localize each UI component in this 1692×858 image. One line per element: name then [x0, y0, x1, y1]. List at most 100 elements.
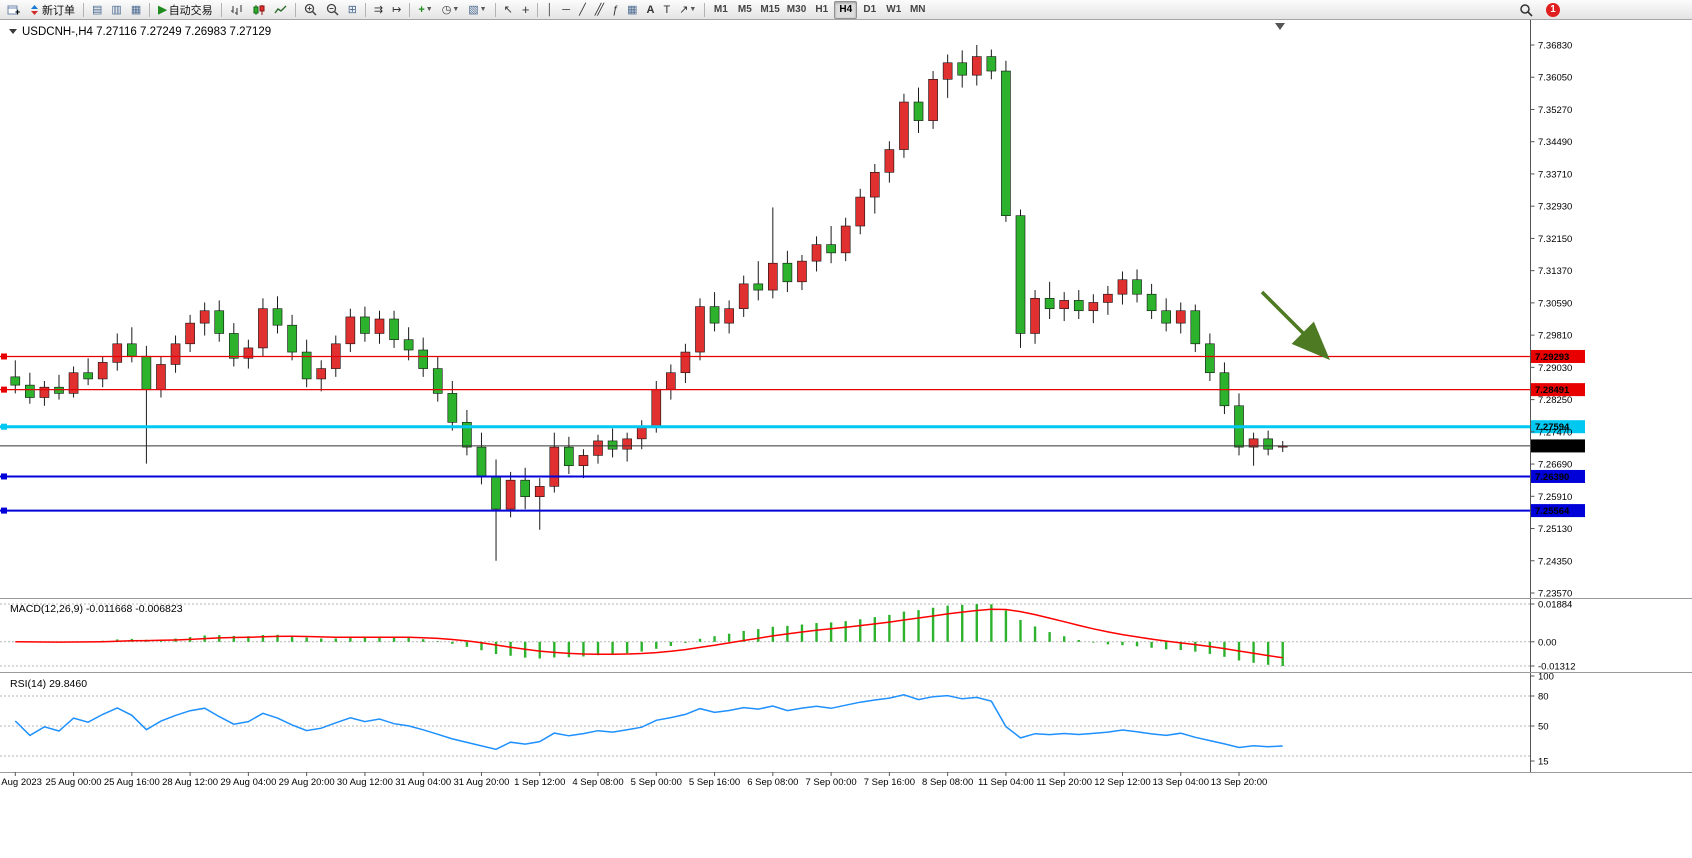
trend-arrow-annotation[interactable]	[1260, 290, 1330, 360]
zoom-in-button[interactable]	[300, 1, 321, 19]
candlestick-layer	[10, 45, 1288, 561]
time-axis-label: 25 Aug 16:00	[104, 777, 160, 788]
auto-scroll-button[interactable]: ⇉	[370, 1, 387, 19]
price-axis-label: 7.32150	[1538, 234, 1572, 245]
resistance-line-1-handle[interactable]	[1, 353, 7, 360]
candle-body	[228, 333, 239, 359]
candle-body	[695, 306, 705, 353]
candle-body	[1103, 293, 1113, 303]
candle-body	[1146, 293, 1157, 312]
timeframe-m30-button[interactable]: M30	[786, 4, 807, 15]
autotrading-button[interactable]: ▶ 自动交易	[154, 1, 216, 19]
candle-body	[971, 56, 982, 76]
periods-button[interactable]: ◷ ▼	[438, 1, 464, 19]
bar-chart-button[interactable]	[226, 1, 247, 19]
resistance-line-2-handle[interactable]	[1, 386, 7, 393]
time-axis-label: 5 Sep 00:00	[631, 777, 682, 788]
shapes-tool-button[interactable]: ↗ ▼	[675, 1, 700, 19]
rsi-axis-label: 100	[1538, 672, 1554, 683]
candle-body	[476, 446, 487, 477]
rsi-line	[14, 694, 1283, 751]
templates-button[interactable]: ▧ ▼	[464, 1, 490, 19]
time-axis-label: 13 Sep 20:00	[1211, 777, 1268, 788]
candle-body	[1132, 279, 1142, 295]
new-order-button[interactable]: 新订单	[25, 1, 79, 19]
timeframe-m1-button[interactable]: M1	[713, 4, 728, 15]
periods-clock-icon: ◷	[441, 4, 452, 16]
grid-tool-button[interactable]: ▦	[623, 1, 641, 19]
autotrading-play-icon: ▶	[158, 4, 167, 16]
macd-panel-layer: 0.01884 0.00 -0.01312	[0, 600, 1576, 673]
annotation-layer[interactable]	[1260, 290, 1330, 360]
candle-body	[462, 422, 472, 448]
vertical-line-tool-button[interactable]: │	[542, 1, 557, 19]
crosshair-tool-button[interactable]: +	[518, 1, 534, 19]
candle-body	[418, 349, 429, 369]
navigator-button[interactable]: ▥	[107, 1, 125, 19]
chevron-down-icon: ▼	[689, 6, 697, 13]
timeframe-h4-button[interactable]: H4	[834, 0, 858, 19]
price-axis-label: 7.35270	[1538, 105, 1572, 116]
trendline-tool-button[interactable]: ╱	[575, 1, 590, 19]
support-line-blue-2-handle[interactable]	[1, 507, 7, 514]
candle-body	[374, 318, 385, 334]
timeframe-d1-button[interactable]: D1	[863, 4, 877, 15]
macd-label: MACD(12,26,9) -0.011668 -0.006823	[10, 603, 183, 615]
new-chart-button[interactable]: +	[3, 1, 24, 19]
toolbar-separator	[704, 2, 706, 17]
time-axis-label: 1 Sep 12:00	[514, 777, 565, 788]
search-button[interactable]	[1515, 1, 1537, 19]
time-axis-label: 31 Aug 04:00	[395, 777, 451, 788]
chevron-down-icon: ▼	[452, 6, 460, 13]
support-line-blue-1-handle[interactable]	[1, 473, 7, 480]
timeframe-group: M1 M5 M15 M30 H1 H4 D1 W1 MN	[709, 0, 929, 19]
market-watch-button[interactable]: ▤	[88, 1, 106, 19]
time-axis-label: 12 Sep 12:00	[1094, 777, 1151, 788]
candle-body	[738, 283, 749, 309]
timeframe-m15-button[interactable]: M15	[760, 4, 780, 15]
timeframe-mn-button[interactable]: MN	[909, 4, 926, 15]
macd-axis-label: 0.01884	[1538, 600, 1572, 611]
templates-icon: ▧	[468, 4, 479, 16]
horizontal-line-tool-button[interactable]: ─	[558, 1, 574, 19]
cursor-tool-button[interactable]: ↖	[500, 1, 517, 19]
subwindow-marker-icon[interactable]	[9, 29, 17, 34]
candle-body	[83, 372, 93, 380]
channel-tool-button[interactable]: ╱╱	[591, 1, 607, 19]
price-axis-label: 7.25130	[1538, 524, 1572, 535]
support-line-cyan-handle[interactable]	[1, 423, 7, 430]
timeframe-h1-button[interactable]: H1	[815, 4, 829, 15]
candle-chart-button[interactable]	[248, 1, 269, 19]
cursor-icon: ↖	[503, 4, 513, 16]
candle-body	[258, 308, 268, 349]
tile-windows-button[interactable]: ⊞	[344, 1, 361, 19]
navigator-icon: ▥	[111, 4, 122, 16]
terminal-button[interactable]: ▦	[127, 1, 145, 19]
rsi-panel-layer: 100 80 50 15	[0, 672, 1554, 768]
new-order-icon	[31, 4, 38, 15]
price-axis-label: 7.25910	[1538, 492, 1572, 503]
timeframe-w1-button[interactable]: W1	[886, 4, 902, 15]
text-tool-button[interactable]: A	[643, 1, 659, 19]
label-tool-button[interactable]: T	[659, 1, 674, 19]
chart-shift-button[interactable]: ↦	[388, 1, 405, 19]
candle-body	[768, 262, 778, 291]
macd-signal-line	[15, 608, 1283, 659]
zoom-out-button[interactable]	[322, 1, 343, 19]
chart-title: USDCNH-,H4 7.27116 7.27249 7.26983 7.271…	[22, 26, 271, 38]
candle-body	[869, 171, 880, 198]
rsi-axis-label: 80	[1538, 692, 1549, 703]
fibonacci-tool-button[interactable]: ƒ	[608, 1, 622, 19]
line-chart-button[interactable]	[270, 1, 291, 19]
notification-badge[interactable]: 1	[1546, 2, 1560, 17]
grid-icon: ▦	[627, 4, 638, 16]
chart-window: 7.29293 7.28491 7.27594 7.26390 7.25564 7.271…	[0, 20, 1692, 853]
price-axis-label: 7.31370	[1538, 266, 1572, 277]
timeframe-m5-button[interactable]: M5	[737, 4, 752, 15]
candle-body	[782, 262, 793, 283]
current-price-badge-label: 7.27129	[1535, 441, 1569, 452]
chart-canvas[interactable]: 7.29293 7.28491 7.27594 7.26390 7.25564 7.271…	[0, 20, 1692, 853]
horizontal-lines-layer[interactable]: 7.29293 7.28491 7.27594 7.26390 7.25564 7.271…	[0, 349, 1585, 518]
indicators-button[interactable]: + ▼	[414, 1, 436, 19]
candle-body	[1205, 343, 1215, 374]
